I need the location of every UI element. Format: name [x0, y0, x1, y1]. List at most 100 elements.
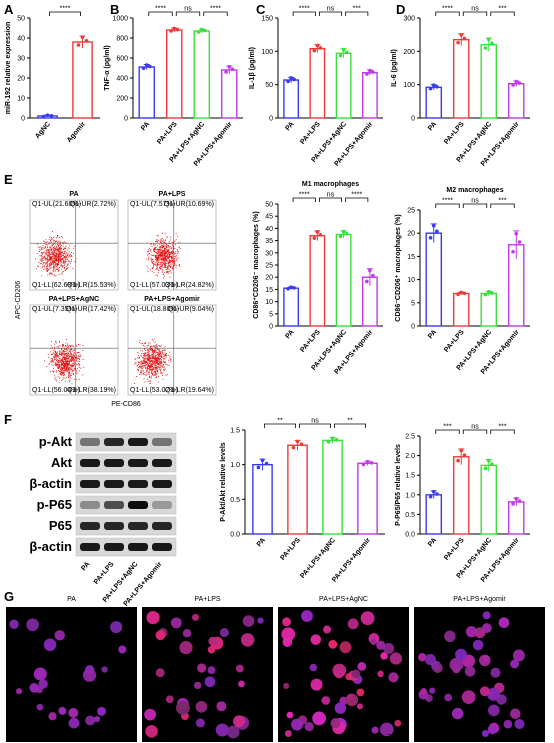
flow-event — [151, 260, 152, 262]
flow-event — [54, 362, 56, 364]
flow-event — [55, 252, 57, 254]
flow-event — [46, 244, 48, 246]
flow-event — [51, 358, 53, 360]
flow-event — [56, 354, 58, 356]
flow-event — [148, 352, 150, 354]
flow-event — [67, 352, 69, 354]
flow-event — [51, 251, 53, 253]
blot-strip — [75, 432, 177, 452]
flow-event — [51, 259, 53, 261]
flow-event — [62, 253, 64, 255]
flow-event — [151, 246, 153, 247]
flow-event — [157, 248, 158, 250]
data-point — [286, 286, 290, 291]
flow-event — [153, 250, 155, 252]
flow-event — [59, 247, 61, 249]
flow-event — [60, 252, 62, 254]
flow-event — [78, 363, 80, 365]
flow-event — [173, 261, 175, 263]
flow-event — [153, 375, 155, 376]
flow-event — [161, 361, 163, 363]
flow-event — [61, 268, 63, 270]
flow-event — [176, 260, 178, 262]
flow-event — [157, 259, 159, 261]
cell — [309, 663, 318, 672]
flow-event — [54, 358, 56, 360]
chart-F2: 0.00.51.01.52.02.5P-P65/P65 relative lev… — [395, 424, 530, 584]
flow-event — [53, 356, 55, 357]
flow-event — [155, 246, 157, 248]
x-tick-label: PA — [427, 121, 438, 133]
flow-event — [42, 245, 44, 247]
data-point — [227, 65, 232, 69]
cell — [26, 618, 39, 632]
data-point — [514, 496, 519, 501]
flow-event — [171, 261, 173, 263]
flow-event — [155, 249, 157, 251]
flow-event — [62, 245, 64, 247]
flow-event — [166, 236, 168, 238]
flow-event — [154, 247, 156, 249]
cell — [145, 725, 158, 738]
flow-event — [170, 272, 172, 274]
data-point — [292, 286, 296, 290]
flow-event — [47, 274, 49, 276]
panel-label-a: A — [4, 2, 14, 17]
flow-event — [57, 263, 59, 265]
flow-event — [45, 269, 47, 271]
blot-band — [80, 543, 100, 551]
flow-event — [67, 260, 69, 262]
flow-event — [144, 360, 146, 362]
flow-event — [149, 377, 151, 378]
flow-event — [149, 369, 150, 371]
cell — [226, 725, 240, 739]
flow-event — [78, 352, 80, 353]
flow-event — [47, 270, 48, 272]
flow-event — [64, 364, 66, 366]
flow-event — [162, 245, 164, 247]
flow-event — [158, 252, 160, 254]
flow-event — [61, 363, 63, 365]
flow-event — [161, 252, 163, 253]
flow-event — [164, 258, 166, 260]
flow-event — [50, 257, 52, 259]
flow-event — [67, 354, 69, 356]
scale-bar-label: 20μm — [523, 734, 541, 741]
flow-event — [69, 349, 71, 350]
flow-event — [171, 247, 173, 249]
flow-event — [143, 355, 144, 357]
data-point — [517, 240, 522, 244]
flow-event — [65, 253, 67, 255]
flow-event — [174, 264, 176, 266]
flow-event — [45, 252, 47, 254]
flow-event — [151, 369, 153, 371]
flow-event — [62, 378, 64, 380]
flow-event — [55, 237, 57, 239]
flow-event — [166, 268, 168, 270]
flow-event — [67, 368, 69, 369]
flow-event — [146, 358, 148, 360]
flow-event — [169, 276, 171, 278]
flow-event — [73, 360, 75, 362]
flow-event — [73, 378, 75, 380]
cell — [424, 654, 436, 666]
flow-event — [160, 345, 162, 347]
flow-event — [58, 252, 60, 254]
flow-event — [149, 368, 151, 370]
flow-event — [55, 363, 57, 365]
significance-label: ns — [471, 424, 479, 431]
flow-event — [157, 361, 158, 363]
flow-event — [63, 373, 64, 375]
significance-bracket — [345, 11, 369, 16]
flow-event — [177, 257, 179, 259]
flow-event — [72, 268, 74, 270]
flow-event — [63, 262, 64, 264]
flow-event — [64, 363, 66, 365]
flow-event — [47, 269, 49, 271]
flow-event — [57, 353, 59, 355]
flow-event — [168, 365, 170, 366]
flow-event — [54, 259, 56, 261]
flow-event — [159, 248, 161, 250]
cell — [388, 672, 399, 683]
flow-event — [155, 244, 157, 246]
